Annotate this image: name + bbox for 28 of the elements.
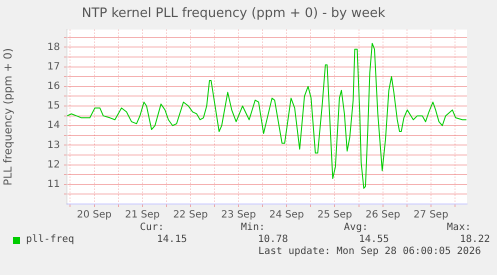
y-tick-label: 12 <box>47 159 60 170</box>
x-tick-label: 23 Sep <box>221 210 256 221</box>
text: 18.22 <box>458 234 490 246</box>
y-tick-label: 14 <box>47 120 60 132</box>
x-tick-label: 20 Sep <box>76 210 112 221</box>
x-tick-label: 24 Sep <box>269 210 304 221</box>
text: 14.55 <box>358 234 389 246</box>
x-tick-label: 26 Sep <box>365 210 400 221</box>
x-tick-label: 21 Sep <box>124 210 160 221</box>
text: 10.78 <box>256 234 288 246</box>
text: Max: <box>446 222 471 234</box>
x-tick-label: 27 Sep <box>414 210 448 221</box>
y-tick-label: 15 <box>47 100 60 112</box>
x-tick-label: 25 Sep <box>317 210 352 221</box>
text: Min: <box>240 222 265 234</box>
x-tick-label: 22 Sep <box>173 210 208 221</box>
y-tick-label: 11 <box>47 179 60 190</box>
text: 14.15 <box>156 234 187 246</box>
y-tick-label: 17 <box>47 61 60 72</box>
y-tick-label: 13 <box>47 140 60 151</box>
y-axis-title: PLL frequency (ppm + 0) <box>1 48 14 186</box>
text: Last update: Mon Sep 28 06:00:05 2026 <box>257 246 482 258</box>
chart-title: NTP kernel PLL frequency (ppm + 0) - by week <box>82 6 386 22</box>
legend-label: pll-freq <box>26 234 74 246</box>
y-tick-label: 16 <box>47 81 60 92</box>
text: Cur: <box>138 222 164 234</box>
y-tick-label: 18 <box>47 42 60 53</box>
text: Avg: <box>342 222 368 234</box>
